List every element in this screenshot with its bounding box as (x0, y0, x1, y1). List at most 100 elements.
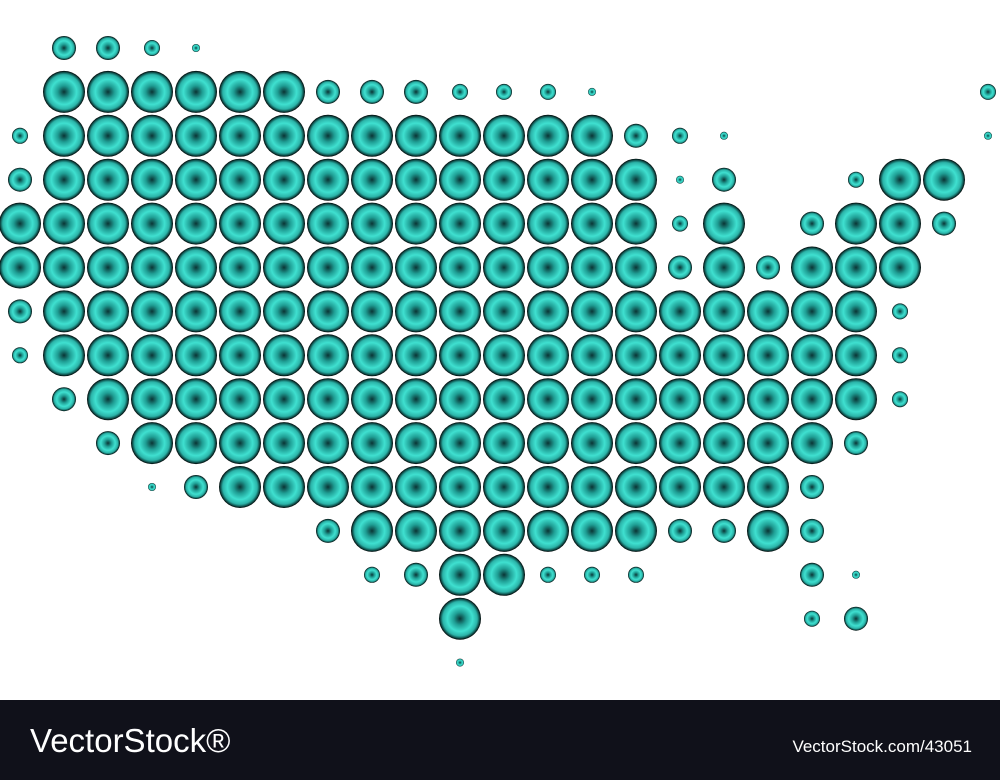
dot (892, 391, 908, 408)
dot (624, 123, 648, 148)
dot (43, 158, 85, 201)
dot (395, 290, 437, 333)
dot (395, 378, 437, 421)
dot (360, 79, 384, 104)
dot (747, 290, 789, 333)
dot (615, 290, 657, 333)
dot (844, 606, 868, 631)
dot (148, 483, 156, 491)
dot (131, 158, 173, 201)
dot (12, 347, 28, 364)
dot (87, 290, 129, 333)
dot (747, 334, 789, 377)
dot (615, 509, 657, 552)
dot (131, 202, 173, 245)
dot (307, 202, 349, 245)
dot (395, 422, 437, 465)
dot (800, 211, 824, 236)
dot (659, 378, 701, 421)
dot (615, 422, 657, 465)
dot (307, 158, 349, 201)
dot (175, 246, 217, 289)
dot (263, 70, 305, 113)
dot (439, 553, 481, 596)
dot (456, 658, 464, 667)
dot (848, 171, 864, 188)
dot (496, 83, 512, 100)
dot (351, 290, 393, 333)
dot (263, 466, 305, 508)
dot (852, 570, 860, 579)
dot (527, 246, 569, 289)
dot (720, 131, 728, 140)
dot (131, 114, 173, 157)
dot (571, 334, 613, 377)
dot (932, 211, 956, 236)
dot (43, 246, 85, 289)
dot (672, 215, 688, 232)
dot (439, 114, 481, 157)
dot (483, 509, 525, 552)
dot (263, 334, 305, 377)
dot (307, 114, 349, 157)
dot (131, 378, 173, 421)
dot (756, 255, 780, 280)
dot (131, 70, 173, 113)
dot (712, 518, 736, 543)
dot (263, 290, 305, 333)
dot (659, 290, 701, 333)
dot (351, 334, 393, 377)
dot (835, 334, 877, 377)
dot (351, 114, 393, 157)
dot (351, 378, 393, 421)
dot (87, 202, 129, 245)
dot (439, 597, 481, 640)
dot (439, 202, 481, 245)
dot (439, 422, 481, 465)
dot (263, 158, 305, 201)
dot (439, 246, 481, 289)
dot (615, 202, 657, 245)
dot (615, 334, 657, 377)
dot (628, 566, 644, 583)
dot (404, 79, 428, 104)
dot (351, 158, 393, 201)
dot (0, 246, 41, 289)
brand: VectorStock® (30, 722, 230, 759)
dot (527, 422, 569, 465)
dot (527, 290, 569, 333)
dot (263, 202, 305, 245)
dot (307, 334, 349, 377)
dot (668, 518, 692, 543)
dot (131, 422, 173, 465)
dot (351, 466, 393, 508)
dot (483, 290, 525, 333)
dot (659, 334, 701, 377)
dot (219, 114, 261, 157)
dot (8, 299, 32, 324)
dot (527, 114, 569, 157)
dot (131, 290, 173, 333)
dot (439, 378, 481, 421)
dot (87, 70, 129, 113)
dot (615, 246, 657, 289)
dot (835, 246, 877, 289)
dot (712, 167, 736, 192)
dot (571, 246, 613, 289)
dot (52, 36, 76, 60)
dot (263, 246, 305, 289)
dot (219, 466, 261, 508)
dot (439, 158, 481, 201)
dot (219, 202, 261, 245)
dot (483, 158, 525, 201)
dot (351, 202, 393, 245)
dot (483, 466, 525, 508)
dot (219, 70, 261, 113)
dot (96, 431, 120, 456)
dot (588, 87, 596, 96)
dot (703, 334, 745, 377)
dot (351, 246, 393, 289)
dot (483, 378, 525, 421)
url: VectorStock.com/43051 (792, 737, 972, 756)
